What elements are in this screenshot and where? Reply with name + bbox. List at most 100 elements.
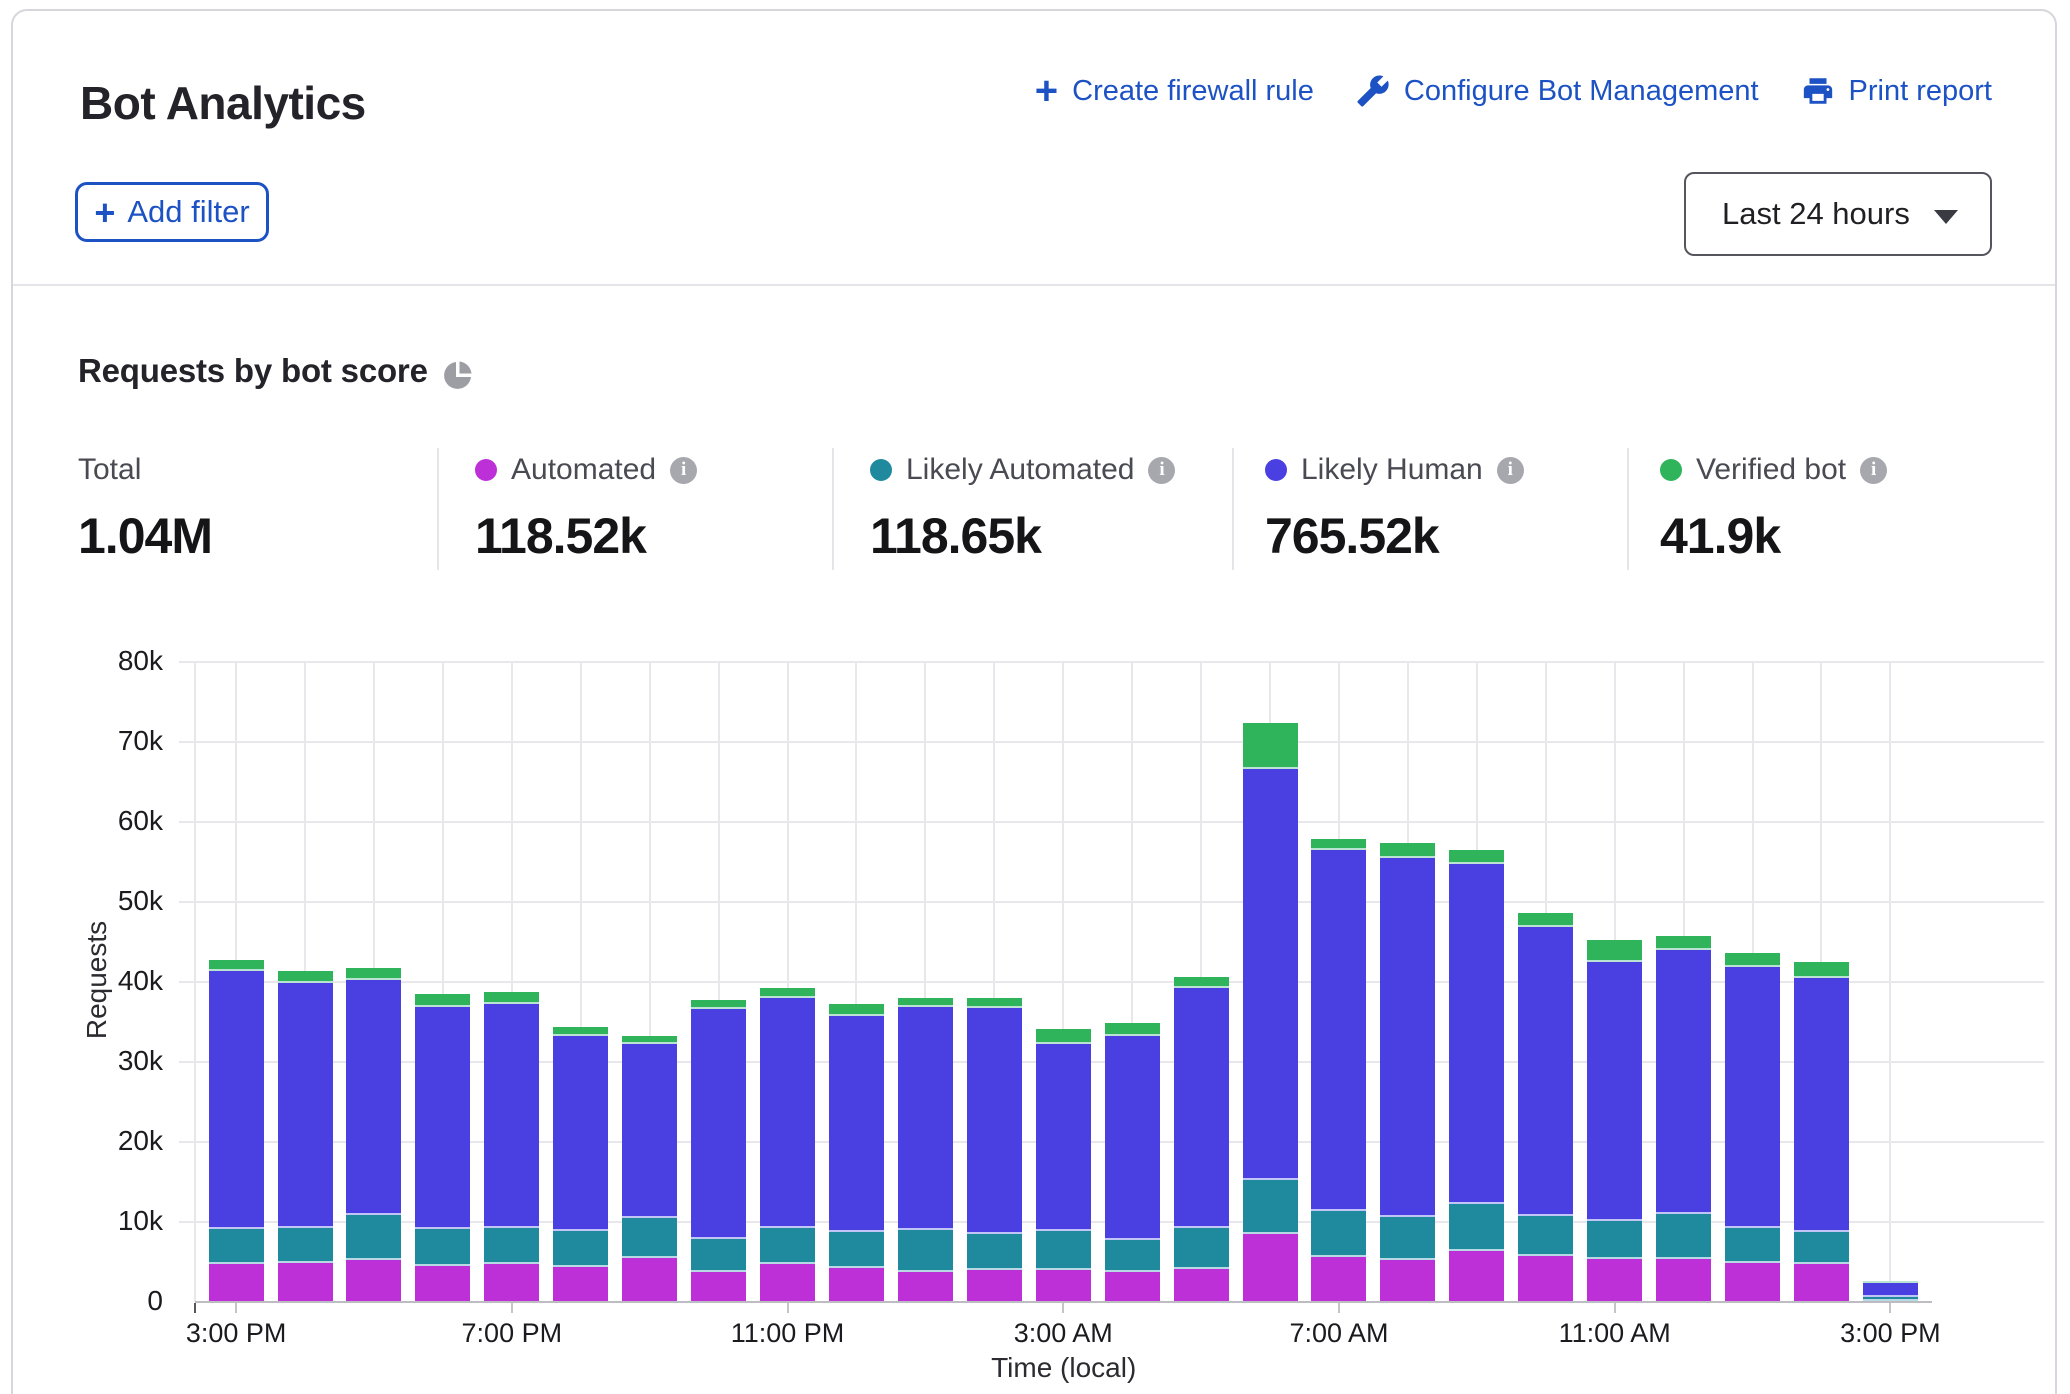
y-axis-tick-label: 40k bbox=[117, 965, 163, 996]
bar-seg-verified-bot bbox=[1242, 722, 1298, 770]
stat-divider bbox=[437, 448, 439, 570]
bar-8-00-am[interactable] bbox=[1380, 842, 1436, 1302]
bar-3-00-pm[interactable] bbox=[208, 960, 264, 1302]
bar-seg-automated bbox=[1725, 1262, 1781, 1302]
bar-seg-automated bbox=[622, 1257, 678, 1302]
h-gridline bbox=[179, 661, 2044, 663]
bar-seg-likely-automated bbox=[828, 1232, 884, 1268]
bar-seg-automated bbox=[1380, 1259, 1436, 1302]
bar-seg-likely-automated bbox=[897, 1229, 953, 1273]
bar-12-00-pm[interactable] bbox=[1656, 935, 1712, 1302]
axis-tick bbox=[786, 1303, 789, 1313]
bar-1-00-am[interactable] bbox=[897, 998, 953, 1302]
x-axis-tick-label: 11:00 PM bbox=[730, 1318, 845, 1348]
bar-seg-verified-bot bbox=[484, 992, 540, 1005]
x-axis-tick-label: 3:00 PM bbox=[1840, 1318, 1941, 1348]
bar-10-00-am[interactable] bbox=[1518, 913, 1574, 1302]
section-heading: Requests by bot score bbox=[78, 352, 428, 389]
y-axis-tick-label: 70k bbox=[117, 725, 163, 756]
stat-label: Verified bot bbox=[1696, 453, 1847, 486]
bar-seg-likely-human bbox=[828, 1016, 884, 1233]
bar-seg-likely-automated bbox=[1793, 1231, 1849, 1264]
bar-seg-likely-automated bbox=[966, 1233, 1022, 1271]
bar-seg-verified-bot bbox=[277, 970, 333, 983]
bar-seg-automated bbox=[1104, 1271, 1160, 1302]
bar-seg-verified-bot bbox=[553, 1026, 609, 1037]
info-icon[interactable]: i bbox=[1496, 456, 1524, 484]
v-gridline bbox=[1131, 662, 1134, 1302]
time-range-value: Last 24 hours bbox=[1722, 196, 1910, 231]
bar-seg-automated bbox=[484, 1263, 540, 1302]
bar-seg-likely-automated bbox=[1656, 1213, 1712, 1260]
bar-9-00-am[interactable] bbox=[1449, 850, 1505, 1302]
y-axis-tick-label: 10k bbox=[117, 1205, 163, 1236]
x-axis-tick-label: 11:00 AM bbox=[1558, 1318, 1671, 1348]
axis-tick bbox=[1337, 1303, 1340, 1313]
v-gridline bbox=[993, 662, 996, 1302]
time-range-select[interactable]: Last 24 hours bbox=[1684, 172, 1992, 256]
info-icon[interactable]: i bbox=[1148, 456, 1176, 484]
bar-seg-likely-human bbox=[277, 982, 333, 1228]
bar-4-00-pm[interactable] bbox=[277, 970, 333, 1302]
info-icon[interactable]: i bbox=[670, 456, 698, 484]
bar-3-00-pm[interactable] bbox=[1862, 1280, 1918, 1302]
bar-8-00-pm[interactable] bbox=[553, 1026, 609, 1302]
stat-label: Total bbox=[78, 453, 142, 486]
stat-label: Likely Human bbox=[1301, 453, 1483, 486]
bar-6-00-am[interactable] bbox=[1242, 722, 1298, 1302]
bar-seg-verified-bot bbox=[1793, 962, 1849, 978]
bar-seg-likely-human bbox=[1035, 1044, 1091, 1231]
header-action-create-firewall-rule[interactable]: + Create firewall rule bbox=[1035, 71, 1314, 111]
v-gridline bbox=[579, 662, 582, 1302]
bar-seg-automated bbox=[1793, 1263, 1849, 1302]
bar-seg-verified-bot bbox=[966, 998, 1022, 1008]
bar-5-00-pm[interactable] bbox=[346, 967, 402, 1302]
header-action-configure-bot-management[interactable]: Configure Bot Management bbox=[1356, 74, 1759, 108]
axis-tick bbox=[510, 1303, 513, 1313]
bar-2-00-pm[interactable] bbox=[1793, 962, 1849, 1302]
v-gridline bbox=[510, 662, 513, 1302]
add-filter-button[interactable]: + Add filter bbox=[75, 182, 269, 242]
bar-seg-automated bbox=[897, 1272, 953, 1302]
bar-4-00-am[interactable] bbox=[1104, 1022, 1160, 1302]
bar-seg-likely-human bbox=[622, 1044, 678, 1218]
bar-5-00-am[interactable] bbox=[1173, 977, 1229, 1302]
header-action-label: Configure Bot Management bbox=[1403, 74, 1759, 107]
bar-seg-likely-automated bbox=[691, 1238, 747, 1272]
bar-seg-likely-automated bbox=[1725, 1228, 1781, 1263]
bar-seg-likely-automated bbox=[208, 1229, 264, 1264]
info-icon[interactable]: i bbox=[1860, 456, 1888, 484]
bar-7-00-am[interactable] bbox=[1311, 838, 1367, 1302]
bar-seg-verified-bot bbox=[346, 967, 402, 981]
bar-12-00-am[interactable] bbox=[828, 1004, 884, 1302]
bar-seg-likely-automated bbox=[277, 1227, 333, 1263]
axis-tick bbox=[194, 1303, 196, 1313]
bar-seg-automated bbox=[1587, 1259, 1643, 1302]
v-gridline bbox=[855, 662, 858, 1302]
bar-11-00-am[interactable] bbox=[1587, 940, 1643, 1302]
bar-7-00-pm[interactable] bbox=[484, 992, 540, 1302]
stat-value: 118.65k bbox=[870, 508, 1042, 564]
stat-head: Likely Automated i bbox=[870, 450, 1230, 490]
x-axis-line bbox=[195, 1301, 1933, 1303]
bar-seg-automated bbox=[760, 1264, 816, 1302]
bar-seg-verified-bot bbox=[1518, 913, 1574, 927]
y-axis-title: Requests bbox=[81, 920, 112, 1040]
bar-6-00-pm[interactable] bbox=[415, 994, 471, 1302]
bar-9-00-pm[interactable] bbox=[622, 1036, 678, 1302]
bar-seg-likely-human bbox=[1242, 769, 1298, 1181]
bar-3-00-am[interactable] bbox=[1035, 1029, 1091, 1302]
bar-seg-likely-automated bbox=[1518, 1216, 1574, 1257]
bar-seg-verified-bot bbox=[1587, 940, 1643, 962]
bar-11-00-pm[interactable] bbox=[760, 988, 816, 1302]
bar-seg-likely-automated bbox=[484, 1227, 540, 1264]
bar-1-00-pm[interactable] bbox=[1725, 953, 1781, 1302]
bar-seg-likely-human bbox=[1793, 978, 1849, 1232]
header-action-print-report[interactable]: Print report bbox=[1801, 74, 1992, 108]
legend-dot bbox=[1265, 459, 1287, 481]
stat-value: 1.04M bbox=[78, 508, 213, 564]
bar-2-00-am[interactable] bbox=[966, 998, 1022, 1302]
bar-seg-automated bbox=[208, 1263, 264, 1302]
bar-10-00-pm[interactable] bbox=[691, 999, 747, 1302]
